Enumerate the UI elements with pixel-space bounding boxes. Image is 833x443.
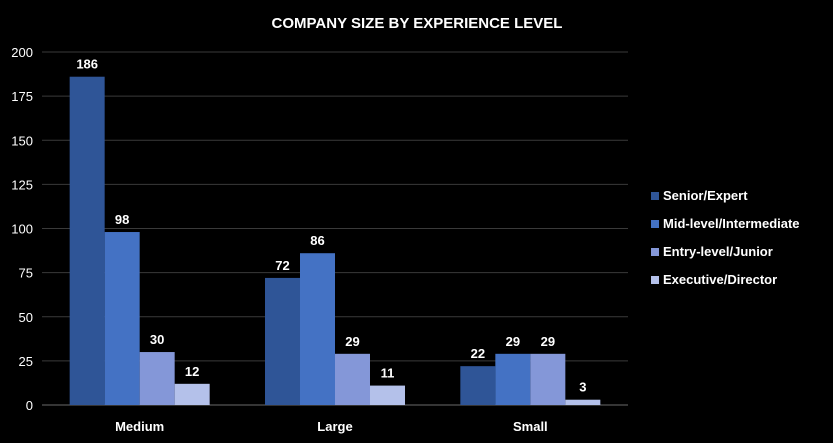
y-tick-label: 100 <box>11 222 33 237</box>
y-tick-label: 200 <box>11 45 33 60</box>
data-labels: 186 98 30 12 72 86 29 11 22 29 29 3 <box>76 57 586 395</box>
y-tick-label: 50 <box>19 310 33 325</box>
data-label: 86 <box>310 233 324 248</box>
y-tick-label: 175 <box>11 89 33 104</box>
legend-item: Entry-level/Junior <box>651 244 773 259</box>
y-tick-label: 0 <box>26 398 33 413</box>
bar <box>495 353 531 405</box>
bar <box>69 76 105 406</box>
legend-item: Senior/Expert <box>651 188 748 203</box>
y-tick-label: 125 <box>11 177 33 192</box>
data-label: 29 <box>345 334 359 349</box>
legend-swatch <box>651 192 659 200</box>
legend-label: Mid-level/Intermediate <box>663 216 800 231</box>
bar <box>460 366 496 405</box>
data-label: 3 <box>579 380 586 395</box>
chart-title: COMPANY SIZE BY EXPERIENCE LEVEL <box>272 15 563 32</box>
data-label: 11 <box>381 366 395 381</box>
bar <box>370 385 405 405</box>
legend-swatch <box>651 220 659 228</box>
legend-swatch <box>651 248 659 256</box>
x-category-label: Large <box>317 419 352 434</box>
x-category-label: Medium <box>115 419 164 434</box>
bar <box>565 399 601 405</box>
bars <box>69 76 601 406</box>
data-label: 72 <box>275 258 289 273</box>
bar <box>335 353 370 405</box>
x-axis-categories: Medium Large Small <box>115 419 548 434</box>
x-category-label: Small <box>513 419 548 434</box>
bar <box>530 353 566 405</box>
data-label: 30 <box>150 332 164 347</box>
legend-swatch <box>651 276 659 284</box>
y-tick-label: 75 <box>19 266 33 281</box>
bar <box>174 383 210 405</box>
legend: Senior/Expert Mid-level/Intermediate Entry… <box>651 188 800 287</box>
legend-label: Executive/Director <box>663 272 777 287</box>
data-label: 22 <box>471 346 485 361</box>
legend-item: Executive/Director <box>651 272 777 287</box>
bar <box>139 352 175 405</box>
y-tick-label: 150 <box>11 133 33 148</box>
bar <box>265 277 300 405</box>
legend-label: Senior/Expert <box>663 188 748 203</box>
bar <box>104 232 140 405</box>
bar <box>300 253 335 405</box>
legend-label: Entry-level/Junior <box>663 244 773 259</box>
y-axis-ticks: 0 25 50 75 100 125 150 175 200 <box>11 45 33 413</box>
data-label: 29 <box>506 334 520 349</box>
data-label: 98 <box>115 212 129 227</box>
data-label: 29 <box>541 334 555 349</box>
legend-item: Mid-level/Intermediate <box>651 216 800 231</box>
y-tick-label: 25 <box>19 354 33 369</box>
data-label: 186 <box>76 57 98 72</box>
data-label: 12 <box>185 364 199 379</box>
